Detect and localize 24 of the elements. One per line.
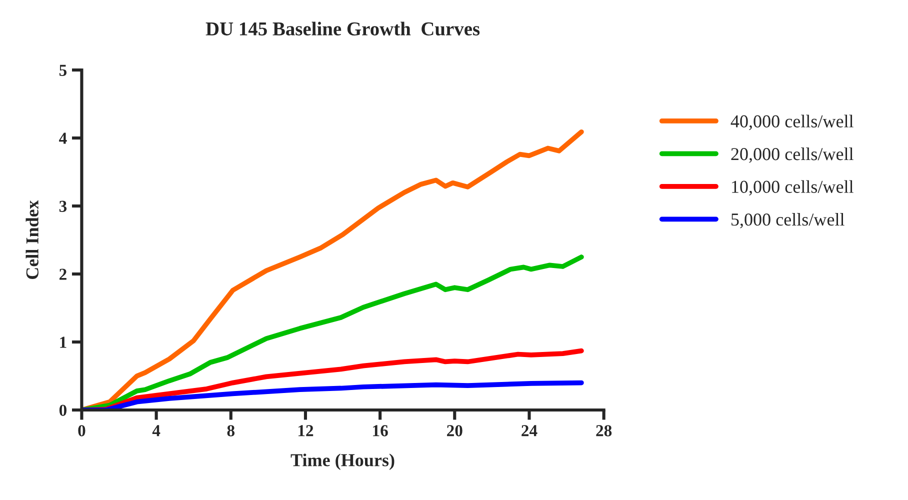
x-tick-label: 24 <box>522 425 538 436</box>
line-series <box>82 254 584 410</box>
y-tick-label: 3 <box>59 200 67 212</box>
legend-label: 40,000 cells/well <box>730 114 854 130</box>
x-tick-label: 28 <box>596 425 612 436</box>
legend-label: 5,000 cells/well <box>732 212 844 228</box>
y-tick-label: 0 <box>59 404 66 416</box>
legend-label: 10,000 cells/well <box>732 180 854 196</box>
x-tick-label: 20 <box>447 425 462 436</box>
y-axis-title: Cell Index <box>26 200 38 279</box>
y-tick-label: 5 <box>59 64 67 76</box>
legend-label: 20,000 cells/well <box>731 148 854 163</box>
x-tick-label: 12 <box>298 425 314 436</box>
chart-title: DU 145 Baseline Growth Curves <box>206 22 480 36</box>
y-tick-label: 2 <box>60 268 66 280</box>
y-tick-label: 1 <box>60 336 66 348</box>
x-tick-label: 16 <box>373 425 388 436</box>
y-tick-label: 4 <box>59 132 67 144</box>
line-series <box>82 380 584 410</box>
line-series <box>82 129 584 410</box>
x-tick-label: 8 <box>227 425 235 436</box>
x-axis-title: Time (Hours) <box>290 454 394 470</box>
x-tick-label: 4 <box>152 425 160 436</box>
x-tick-label: 0 <box>78 425 86 436</box>
